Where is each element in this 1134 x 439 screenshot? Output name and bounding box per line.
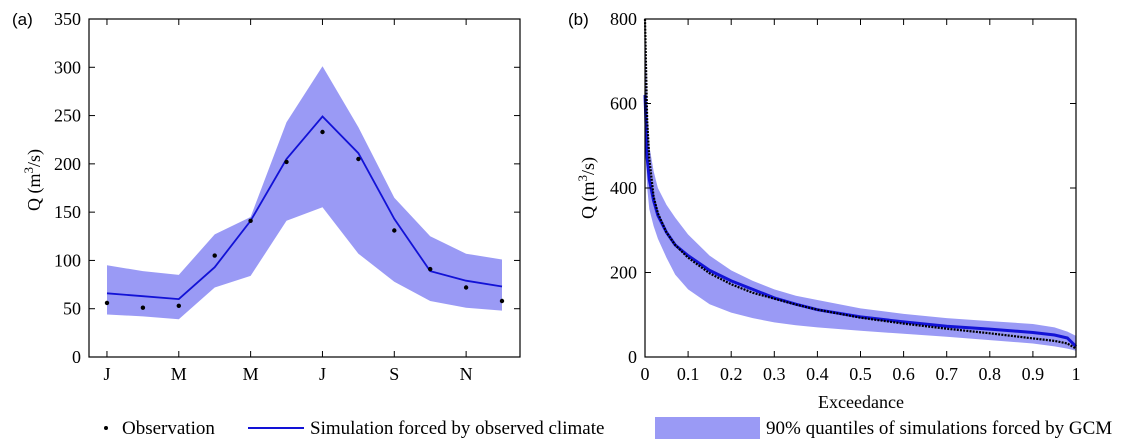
x-tick-label: 0.3 — [763, 364, 786, 384]
x-tick-label: 0.2 — [720, 364, 743, 384]
panel-b-observations — [643, 18, 1077, 350]
y-tick-label: 800 — [610, 9, 637, 29]
observation-point — [104, 300, 110, 306]
y-tick-label: 0 — [628, 347, 637, 367]
observation-point — [499, 298, 505, 304]
x-tick-label: 0 — [641, 364, 650, 384]
y-tick-label: 250 — [54, 106, 81, 126]
legend-observation-marker — [104, 426, 108, 430]
x-tick-label: J — [103, 364, 110, 384]
observation-point — [463, 285, 469, 290]
panel-a-y-ticks: 0 50 100 150 200 250 300 350 — [54, 9, 520, 367]
panel-a-ylabel: Q (m3/s) — [21, 149, 46, 211]
y-tick-label: 100 — [54, 250, 81, 270]
x-tick-label: M — [171, 364, 187, 384]
x-tick-label: S — [389, 364, 399, 384]
panel-a-observations — [104, 129, 505, 310]
y-tick-label: 400 — [610, 178, 637, 198]
x-tick-label: 0.1 — [677, 364, 700, 384]
panel-b-x-ticks: 0 0.1 0.2 0.3 0.4 0.5 0.6 0.7 0.8 0.9 1 — [641, 19, 1081, 384]
observation-point — [356, 156, 361, 162]
observation-point — [248, 218, 253, 223]
panel-a-frame — [88, 18, 521, 358]
y-tick-label: 300 — [54, 57, 81, 77]
legend-band-swatch — [655, 417, 760, 439]
observation-point — [176, 303, 181, 308]
observation-point — [140, 305, 146, 310]
quantile-band — [107, 66, 502, 320]
legend: Observation Simulation forced by observe… — [104, 417, 1112, 439]
panel-a-simulation-line — [106, 115, 503, 301]
x-tick-label: 0.4 — [806, 364, 829, 384]
x-tick-label: 0.9 — [1022, 364, 1045, 384]
panel-b-band — [645, 19, 1076, 351]
legend-simulation-label: Simulation forced by observed climate — [310, 418, 604, 439]
observation-curve — [643, 18, 1077, 350]
panel-b-ylabel: Q (m3/s) — [575, 157, 600, 219]
x-tick-label: 0.7 — [935, 364, 958, 384]
x-tick-label: M — [243, 364, 259, 384]
simulation-line — [106, 115, 503, 301]
x-tick-label: 0.8 — [979, 364, 1002, 384]
y-tick-label: 200 — [610, 263, 637, 283]
panel-b-xlabel: Exceedance — [818, 392, 904, 412]
panel-b-frame — [644, 18, 1077, 358]
x-tick-label: 0.6 — [892, 364, 915, 384]
panel-b: (b) 0 0.1 0.2 0.3 0.4 0.5 0.6 0.7 0.8 0.9 1 0 200 40… — [568, 9, 1081, 412]
panel-b-y-ticks: 0 200 400 600 800 — [610, 9, 1076, 367]
y-tick-label: 0 — [72, 347, 81, 367]
y-tick-label: 350 — [54, 9, 81, 29]
y-tick-label: 50 — [63, 299, 81, 319]
x-tick-label: 0.5 — [849, 364, 872, 384]
y-tick-label: 600 — [610, 94, 637, 114]
panel-b-label: (b) — [568, 10, 589, 29]
legend-band-label: 90% quantiles of simulations forced by G… — [766, 418, 1112, 439]
observation-point — [320, 129, 325, 135]
x-tick-label: J — [319, 364, 326, 384]
observation-point — [392, 228, 397, 233]
panel-a-band — [107, 66, 502, 320]
x-tick-label: N — [460, 364, 473, 384]
y-tick-label: 150 — [54, 202, 81, 222]
legend-observation-label: Observation — [122, 418, 215, 439]
panel-a-label: (a) — [12, 10, 33, 29]
panel-a: (a) J M M J S N 0 50 100 150 200 250 300 350 Q (m3/s… — [12, 9, 521, 384]
observation-point — [212, 253, 217, 258]
y-tick-label: 200 — [54, 154, 81, 174]
observation-point — [284, 159, 289, 165]
quantile-band — [645, 19, 1076, 351]
observation-point — [428, 266, 433, 272]
x-tick-label: 1 — [1072, 364, 1081, 384]
